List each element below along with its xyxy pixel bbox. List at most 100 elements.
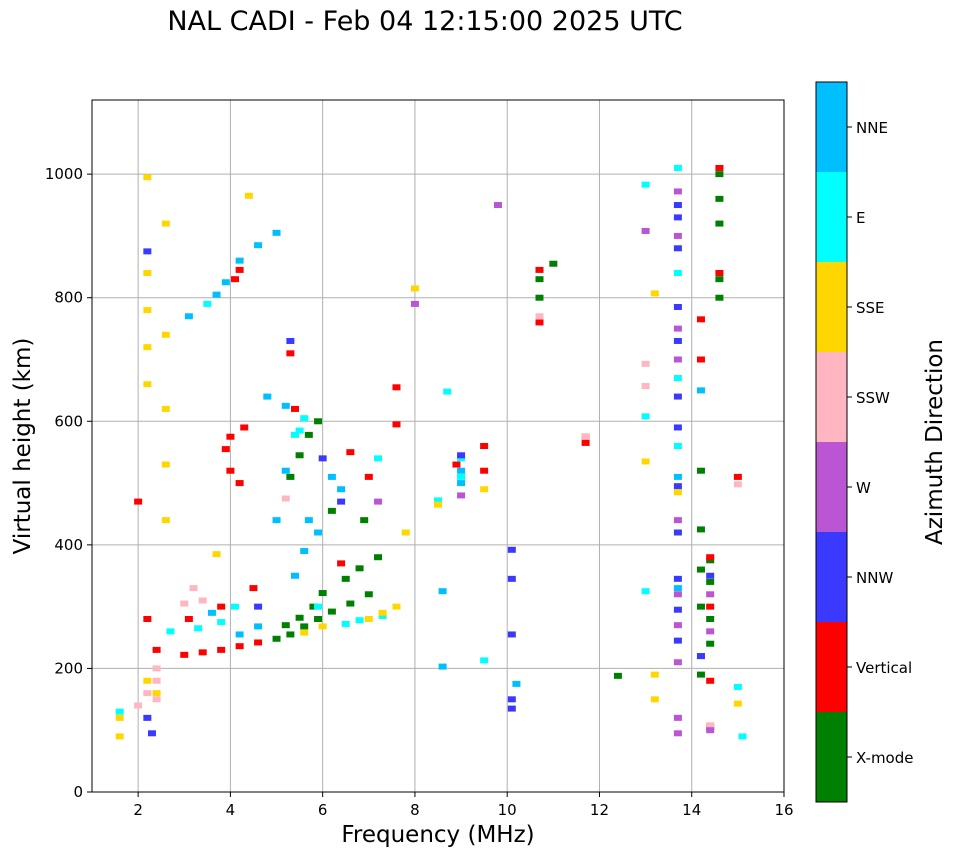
data-point [641, 458, 650, 465]
data-point [143, 174, 152, 181]
data-point [272, 635, 281, 642]
data-point [641, 181, 650, 188]
y-tick-label: 0 [73, 783, 83, 801]
data-point [240, 424, 249, 431]
data-point [143, 307, 152, 314]
data-point [673, 443, 682, 449]
data-point [314, 616, 323, 622]
data-point [115, 708, 124, 715]
data-point [337, 498, 346, 505]
data-point [337, 560, 346, 567]
data-point [392, 384, 401, 391]
data-point [535, 319, 544, 326]
data-point [738, 733, 747, 740]
data-point [281, 402, 290, 409]
colorbar-tick-label: W [856, 479, 871, 497]
y-tick-label: 600 [54, 412, 83, 430]
data-point [535, 313, 544, 320]
data-point [166, 628, 175, 635]
colorbar-tick-label: SSW [856, 389, 890, 407]
data-point [300, 629, 309, 636]
y-tick-label: 800 [54, 289, 83, 307]
data-point [207, 609, 216, 616]
data-point [152, 690, 161, 697]
data-point [706, 591, 715, 598]
data-point [300, 623, 309, 630]
data-point [286, 350, 295, 357]
x-tick-label: 4 [226, 801, 236, 819]
x-ticks: 2 4 6 8 10 12 14 16 [133, 792, 794, 819]
x-tick-label: 8 [410, 801, 420, 819]
data-point [184, 313, 193, 320]
x-tick-label: 16 [774, 801, 793, 819]
y-ticks: 0 200 400 600 800 1000 [45, 165, 92, 801]
data-point [650, 696, 659, 703]
y-tick-label: 1000 [45, 165, 83, 183]
data-point [641, 588, 650, 595]
colorbar-cell [816, 442, 847, 532]
data-point [650, 290, 659, 297]
data-point [696, 356, 705, 363]
data-point [480, 443, 489, 449]
data-point [696, 653, 705, 660]
data-point [581, 433, 590, 440]
data-point [673, 585, 682, 592]
colorbar-label: Azimuth Direction [922, 339, 948, 545]
data-point [281, 467, 290, 474]
data-point [290, 431, 299, 438]
data-point [189, 585, 198, 592]
data-point [254, 603, 263, 610]
data-point [696, 671, 705, 678]
data-point [673, 188, 682, 195]
data-point [715, 276, 724, 283]
colorbar-frame [815, 81, 848, 803]
colorbar-tick-label: NNW [856, 569, 893, 587]
data-point [457, 492, 466, 499]
colorbar-cell [816, 622, 847, 712]
data-point [254, 639, 263, 646]
data-point [364, 591, 373, 598]
data-point [673, 473, 682, 480]
data-point [364, 616, 373, 622]
data-point [327, 608, 336, 615]
series-x-mode [272, 171, 724, 731]
data-point [457, 455, 466, 462]
data-point [673, 575, 682, 582]
data-point [226, 467, 235, 474]
data-point [221, 446, 230, 453]
data-point [281, 495, 290, 502]
data-point [673, 591, 682, 598]
data-point [235, 480, 244, 487]
data-point [152, 677, 161, 684]
data-point [696, 387, 705, 394]
colorbar-cell [816, 82, 847, 172]
data-point [147, 730, 156, 737]
data-point [696, 566, 705, 573]
data-point [673, 356, 682, 363]
data-point [613, 672, 622, 679]
data-point [115, 714, 124, 721]
data-point [392, 421, 401, 428]
data-point [254, 242, 263, 249]
data-point [438, 663, 447, 670]
data-point [161, 517, 170, 524]
data-point [673, 270, 682, 276]
data-point [327, 507, 336, 514]
colorbar-cell [816, 172, 847, 262]
data-point [217, 603, 226, 610]
data-point [341, 620, 350, 627]
data-point [143, 616, 152, 622]
data-point [696, 526, 705, 533]
data-point [641, 413, 650, 420]
data-point [212, 551, 221, 558]
data-point [235, 266, 244, 273]
data-point [318, 623, 327, 630]
data-point [231, 276, 240, 283]
data-point [673, 714, 682, 721]
data-point [231, 603, 240, 610]
data-point [452, 461, 461, 468]
data-point [706, 557, 715, 564]
data-points [115, 164, 747, 740]
